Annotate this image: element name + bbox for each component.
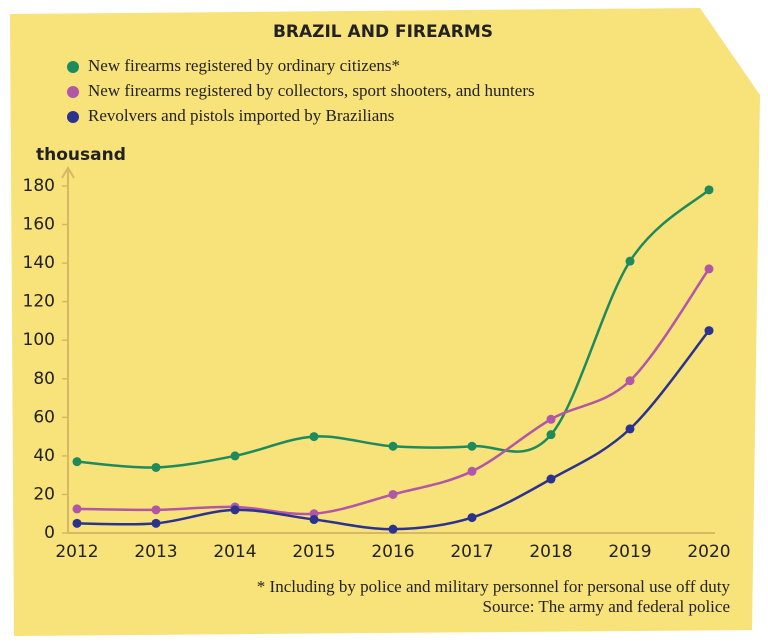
x-tick-label: 2019 [608, 542, 651, 562]
data-point [388, 524, 398, 534]
y-tick-label: 100 [23, 330, 55, 350]
x-tick-label: 2014 [213, 542, 256, 562]
x-tick-label: 2015 [292, 542, 335, 562]
x-tick-label: 2020 [687, 542, 730, 562]
paper [10, 8, 760, 636]
source: Source: The army and federal police [483, 597, 731, 616]
legend-marker [67, 61, 79, 73]
x-tick-label: 2017 [450, 542, 493, 562]
y-tick-label: 180 [23, 176, 55, 196]
data-point [704, 326, 714, 336]
series-line [76, 329, 710, 531]
y-tick-label: 40 [33, 446, 55, 466]
x-tick-label: 2013 [134, 542, 177, 562]
data-point [151, 462, 161, 472]
x-tick-label: 2016 [371, 542, 414, 562]
y-axis-unit: thousand [36, 145, 126, 165]
legend-marker [67, 111, 79, 123]
data-point [230, 451, 240, 461]
legend-label: Revolvers and pistols imported by Brazil… [88, 106, 394, 125]
data-point [151, 518, 161, 528]
data-point [72, 518, 82, 528]
x-tick-label: 2018 [529, 542, 572, 562]
data-point [704, 264, 714, 274]
data-point [467, 441, 477, 451]
data-point [625, 424, 635, 434]
y-tick-label: 0 [44, 523, 55, 543]
y-tick-label: 140 [23, 253, 55, 273]
y-tick-label: 160 [23, 215, 55, 235]
y-tick-label: 20 [33, 484, 55, 504]
x-tick-label: 2012 [55, 542, 98, 562]
data-point [625, 376, 635, 386]
footnote: * Including by police and military perso… [257, 577, 731, 596]
y-axis-arrow [61, 166, 75, 179]
data-point [72, 457, 82, 467]
data-point [388, 489, 398, 499]
data-point [230, 505, 240, 515]
y-tick-label: 60 [33, 407, 55, 427]
data-point [309, 432, 319, 442]
y-tick-label: 120 [23, 292, 55, 312]
series-line [76, 268, 711, 516]
data-point [704, 185, 714, 195]
data-point [151, 505, 161, 515]
data-point [72, 504, 82, 514]
legend-label: New firearms registered by collectors, s… [88, 81, 535, 100]
series-line [76, 188, 710, 469]
data-point [546, 414, 556, 424]
data-point [309, 515, 319, 525]
data-point [625, 256, 635, 266]
legend-label: New firearms registered by ordinary citi… [88, 56, 400, 75]
data-point [546, 474, 556, 484]
data-point [388, 441, 398, 451]
legend-marker [67, 86, 79, 98]
chart-title: BRAZIL AND FIREARMS [273, 22, 493, 42]
data-point [546, 430, 556, 440]
data-point [467, 513, 477, 523]
y-tick-label: 80 [33, 369, 55, 389]
data-point [467, 466, 477, 476]
